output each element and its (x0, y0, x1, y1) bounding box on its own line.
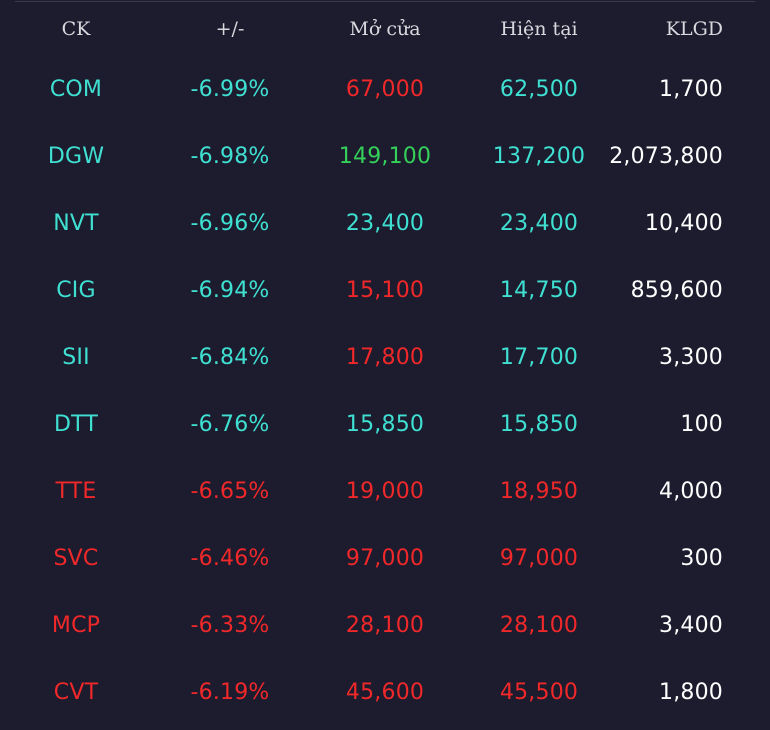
header-open[interactable]: Mở cửa (349, 18, 421, 40)
row-open-price: 149,100 (338, 144, 432, 169)
row-current-price: 45,500 (499, 680, 579, 705)
row-change: -6.96% (190, 211, 270, 236)
row-symbol[interactable]: CVT (53, 680, 99, 705)
row-symbol[interactable]: SII (62, 345, 90, 370)
row-volume: 4,000 (659, 479, 723, 504)
row-symbol[interactable]: COM (49, 77, 103, 102)
row-open-price: 19,000 (345, 479, 425, 504)
header-change[interactable]: +/- (215, 18, 245, 40)
row-symbol[interactable]: SVC (53, 546, 99, 571)
row-change: -6.19% (190, 680, 270, 705)
row-current-price: 28,100 (499, 613, 579, 638)
row-change: -6.99% (190, 77, 270, 102)
row-change: -6.94% (190, 278, 270, 303)
row-current-price: 23,400 (499, 211, 579, 236)
table-row[interactable]: MCP -6.33% 28,100 28,100 3,400 (0, 592, 770, 659)
row-open-price: 45,600 (345, 680, 425, 705)
row-change: -6.76% (190, 412, 270, 437)
table-row[interactable]: NVT -6.96% 23,400 23,400 10,400 (0, 190, 770, 257)
row-volume: 1,800 (659, 680, 723, 705)
table-row[interactable]: TTE -6.65% 19,000 18,950 4,000 (0, 458, 770, 525)
row-symbol[interactable]: CIG (56, 278, 96, 303)
row-volume: 2,073,800 (609, 144, 723, 169)
row-change: -6.33% (190, 613, 270, 638)
row-open-price: 15,850 (345, 412, 425, 437)
row-change: -6.46% (190, 546, 270, 571)
table-row[interactable]: DTT -6.76% 15,850 15,850 100 (0, 391, 770, 458)
header-volume[interactable]: KLGD (665, 18, 723, 40)
row-symbol[interactable]: NVT (53, 211, 99, 236)
top-divider (15, 1, 755, 2)
row-current-price: 62,500 (499, 77, 579, 102)
row-volume: 10,400 (644, 211, 723, 236)
row-volume: 1,700 (659, 77, 723, 102)
row-open-price: 17,800 (345, 345, 425, 370)
table-row[interactable]: CIG -6.94% 15,100 14,750 859,600 (0, 257, 770, 324)
table-row[interactable]: COM -6.99% 67,000 62,500 1,700 (0, 56, 770, 123)
row-change: -6.65% (190, 479, 270, 504)
row-current-price: 18,950 (499, 479, 579, 504)
table-row[interactable]: SVC -6.46% 97,000 97,000 300 (0, 525, 770, 592)
row-symbol[interactable]: MCP (51, 613, 101, 638)
row-volume: 3,400 (659, 613, 723, 638)
table-row[interactable]: CVT -6.19% 45,600 45,500 1,800 (0, 659, 770, 726)
row-change: -6.98% (190, 144, 270, 169)
row-volume: 3,300 (659, 345, 723, 370)
header-symbol[interactable]: CK (61, 18, 91, 40)
row-current-price: 14,750 (499, 278, 579, 303)
table-row[interactable]: DGW -6.98% 149,100 137,200 2,073,800 (0, 123, 770, 190)
row-current-price: 17,700 (499, 345, 579, 370)
row-open-price: 28,100 (345, 613, 425, 638)
row-open-price: 23,400 (345, 211, 425, 236)
table-header-row: CK +/- Mở cửa Hiện tại KLGD (0, 0, 770, 56)
row-symbol[interactable]: DGW (47, 144, 105, 169)
row-open-price: 97,000 (345, 546, 425, 571)
row-symbol[interactable]: DTT (53, 412, 99, 437)
row-symbol[interactable]: TTE (55, 479, 97, 504)
table-row[interactable]: SII -6.84% 17,800 17,700 3,300 (0, 324, 770, 391)
row-current-price: 137,200 (492, 144, 586, 169)
row-current-price: 97,000 (499, 546, 579, 571)
row-volume: 859,600 (630, 278, 723, 303)
row-volume: 300 (680, 546, 723, 571)
row-open-price: 67,000 (345, 77, 425, 102)
row-open-price: 15,100 (345, 278, 425, 303)
row-current-price: 15,850 (499, 412, 579, 437)
row-change: -6.84% (190, 345, 270, 370)
header-current[interactable]: Hiện tại (500, 18, 578, 40)
row-volume: 100 (680, 412, 723, 437)
